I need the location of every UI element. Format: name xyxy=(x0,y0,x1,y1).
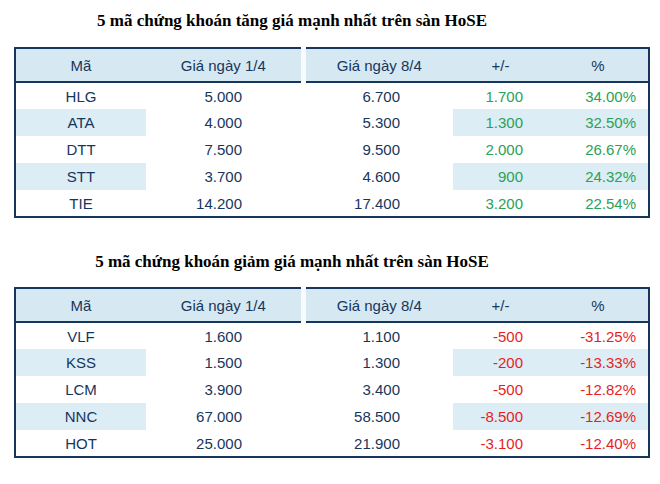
column-header-price-apr8: Giá ngày 8/4 xyxy=(303,288,453,322)
table-row: HOT25.00021.900-3.100-12.40% xyxy=(15,430,649,457)
table-row: ATA4.0005.3001.30032.50% xyxy=(15,109,649,136)
losers-section: 5 mã chứng khoán giảm giá mạnh nhất trên… xyxy=(0,251,660,458)
cell-price-apr1: 14.200 xyxy=(146,190,303,217)
table-row: TIE14.20017.4003.20022.54% xyxy=(15,190,649,217)
cell-price-apr8: 3.400 xyxy=(303,376,453,403)
cell-change: -3.100 xyxy=(453,430,548,457)
cell-price-apr1: 3.900 xyxy=(146,376,303,403)
cell-code: LCM xyxy=(15,376,146,403)
cell-code: HLG xyxy=(15,82,146,109)
table-row: KSS1.5001.300-200-13.33% xyxy=(15,349,649,376)
column-header-percent: % xyxy=(548,288,649,322)
cell-code: VLF xyxy=(15,322,146,349)
gainers-table: Mã Giá ngày 1/4 Giá ngày 8/4 +/- % HLG5.… xyxy=(14,47,650,218)
losers-header-row: Mã Giá ngày 1/4 Giá ngày 8/4 +/- % xyxy=(15,288,649,322)
cell-change: -8.500 xyxy=(453,403,548,430)
cell-price-apr1: 5.000 xyxy=(146,82,303,109)
cell-change: 2.000 xyxy=(453,136,548,163)
column-header-code: Mã xyxy=(15,48,146,82)
cell-percent: -31.25% xyxy=(548,322,649,349)
table-row: HLG5.0006.7001.70034.00% xyxy=(15,82,649,109)
column-header-price-apr1: Giá ngày 1/4 xyxy=(146,48,303,82)
cell-price-apr1: 25.000 xyxy=(146,430,303,457)
table-row: LCM3.9003.400-500-12.82% xyxy=(15,376,649,403)
gainers-title: 5 mã chứng khoán tăng giá mạnh nhất trên… xyxy=(0,10,584,32)
cell-change: 1.300 xyxy=(453,109,548,136)
cell-percent: 26.67% xyxy=(548,136,649,163)
gainers-table-body: HLG5.0006.7001.70034.00%ATA4.0005.3001.3… xyxy=(15,82,649,217)
losers-title: 5 mã chứng khoán giảm giá mạnh nhất trên… xyxy=(0,251,584,273)
cell-change: -200 xyxy=(453,349,548,376)
cell-price-apr8: 17.400 xyxy=(303,190,453,217)
column-header-percent: % xyxy=(548,48,649,82)
cell-code: NNC xyxy=(15,403,146,430)
cell-percent: -12.82% xyxy=(548,376,649,403)
losers-table-body: VLF1.6001.100-500-31.25%KSS1.5001.300-20… xyxy=(15,322,649,457)
table-row: DTT7.5009.5002.00026.67% xyxy=(15,136,649,163)
cell-price-apr8: 58.500 xyxy=(303,403,453,430)
cell-price-apr1: 4.000 xyxy=(146,109,303,136)
cell-percent: -13.33% xyxy=(548,349,649,376)
cell-code: DTT xyxy=(15,136,146,163)
cell-price-apr1: 1.600 xyxy=(146,322,303,349)
cell-percent: -12.69% xyxy=(548,403,649,430)
losers-table: Mã Giá ngày 1/4 Giá ngày 8/4 +/- % VLF1.… xyxy=(14,287,650,458)
cell-price-apr8: 4.600 xyxy=(303,163,453,190)
cell-price-apr1: 1.500 xyxy=(146,349,303,376)
cell-change: 900 xyxy=(453,163,548,190)
cell-code: ATA xyxy=(15,109,146,136)
cell-percent: -12.40% xyxy=(548,430,649,457)
gainers-section: 5 mã chứng khoán tăng giá mạnh nhất trên… xyxy=(0,10,660,218)
table-row: STT3.7004.60090024.32% xyxy=(15,163,649,190)
cell-price-apr1: 3.700 xyxy=(146,163,303,190)
cell-code: HOT xyxy=(15,430,146,457)
cell-percent: 24.32% xyxy=(548,163,649,190)
column-header-price-apr8: Giá ngày 8/4 xyxy=(303,48,453,82)
cell-code: KSS xyxy=(15,349,146,376)
cell-price-apr1: 67.000 xyxy=(146,403,303,430)
column-header-price-apr1: Giá ngày 1/4 xyxy=(146,288,303,322)
page: 5 mã chứng khoán tăng giá mạnh nhất trên… xyxy=(0,10,660,484)
cell-price-apr8: 9.500 xyxy=(303,136,453,163)
table-row: VLF1.6001.100-500-31.25% xyxy=(15,322,649,349)
column-header-code: Mã xyxy=(15,288,146,322)
cell-code: TIE xyxy=(15,190,146,217)
cell-change: 3.200 xyxy=(453,190,548,217)
column-header-change: +/- xyxy=(453,288,548,322)
cell-price-apr8: 6.700 xyxy=(303,82,453,109)
cell-price-apr1: 7.500 xyxy=(146,136,303,163)
cell-price-apr8: 1.300 xyxy=(303,349,453,376)
gainers-header-row: Mã Giá ngày 1/4 Giá ngày 8/4 +/- % xyxy=(15,48,649,82)
column-header-change: +/- xyxy=(453,48,548,82)
cell-price-apr8: 5.300 xyxy=(303,109,453,136)
cell-price-apr8: 21.900 xyxy=(303,430,453,457)
cell-code: STT xyxy=(15,163,146,190)
cell-percent: 22.54% xyxy=(548,190,649,217)
cell-percent: 34.00% xyxy=(548,82,649,109)
cell-percent: 32.50% xyxy=(548,109,649,136)
cell-change: -500 xyxy=(453,376,548,403)
cell-change: 1.700 xyxy=(453,82,548,109)
table-row: NNC67.00058.500-8.500-12.69% xyxy=(15,403,649,430)
cell-price-apr8: 1.100 xyxy=(303,322,453,349)
cell-change: -500 xyxy=(453,322,548,349)
